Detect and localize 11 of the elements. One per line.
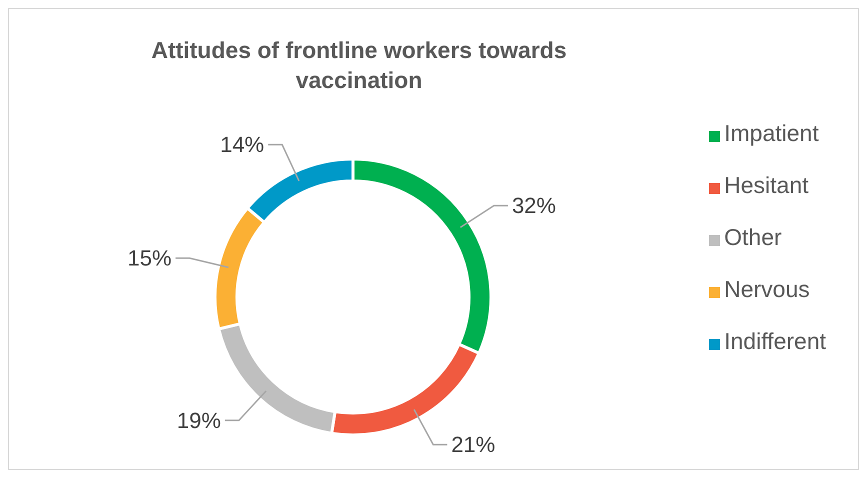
legend-label: Nervous xyxy=(724,276,810,302)
data-label: 19% xyxy=(176,408,221,433)
data-label: 15% xyxy=(128,246,172,271)
data-label: 14% xyxy=(220,132,264,158)
legend-label: Indifferent xyxy=(724,328,826,354)
legend-label: Impatient xyxy=(724,120,819,146)
chart-title: Attitudes of frontline workers towards vaccination xyxy=(150,36,568,95)
data-label: 21% xyxy=(451,432,496,458)
legend-label: Other xyxy=(724,224,782,250)
legend-label: Hesitant xyxy=(724,172,808,198)
data-label: 32% xyxy=(512,193,556,218)
